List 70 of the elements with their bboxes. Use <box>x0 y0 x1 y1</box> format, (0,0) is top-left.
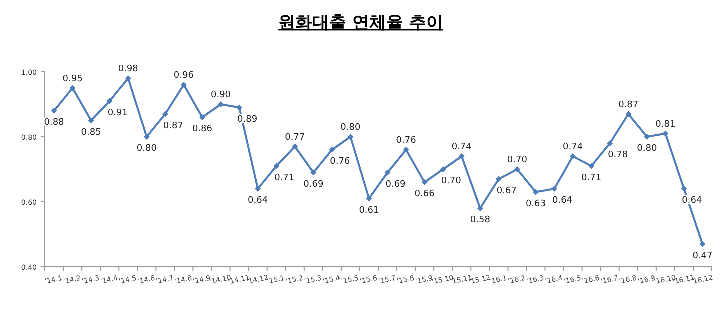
data-label: 0.71 <box>582 173 602 184</box>
data-label: 0.64 <box>552 196 573 206</box>
point <box>477 206 484 212</box>
point <box>366 196 372 202</box>
point <box>496 176 502 182</box>
point <box>403 147 410 153</box>
data-label: 0.80 <box>637 144 658 154</box>
point <box>384 170 391 176</box>
point <box>644 134 650 140</box>
point <box>88 118 94 124</box>
point <box>588 163 595 170</box>
data-label: 0.76 <box>396 136 417 146</box>
point <box>422 180 428 186</box>
data-label: 0.86 <box>192 124 213 134</box>
data-label: 0.67 <box>496 186 517 196</box>
point <box>532 189 539 196</box>
data-label: 0.78 <box>608 150 628 160</box>
point <box>348 134 354 140</box>
point <box>51 108 58 114</box>
point <box>458 154 465 160</box>
point <box>292 144 298 150</box>
point <box>514 166 520 172</box>
data-label: 0.70 <box>441 176 462 186</box>
point <box>626 111 632 118</box>
data-label: 0.87 <box>163 121 184 132</box>
point <box>607 140 614 146</box>
data-label: 0.91 <box>108 108 128 118</box>
point <box>144 134 150 140</box>
point <box>440 166 446 172</box>
point <box>552 186 558 192</box>
point <box>700 241 706 248</box>
data-label: 0.81 <box>656 120 676 130</box>
chart-title: 원화대출 연체율 추이 <box>278 13 444 33</box>
point <box>236 104 243 111</box>
point <box>310 170 317 176</box>
data-label: 0.85 <box>81 128 102 138</box>
data-label: 0.71 <box>274 173 295 184</box>
point <box>681 186 688 192</box>
data-label: 0.76 <box>330 157 350 167</box>
point <box>255 186 262 192</box>
data-label: 0.74 <box>452 142 472 152</box>
point <box>70 85 76 92</box>
data-label: 0.98 <box>118 64 139 74</box>
data-label: 0.87 <box>618 100 639 110</box>
data-label: 0.69 <box>386 180 406 190</box>
point <box>662 130 669 137</box>
point <box>199 114 206 120</box>
data-label: 0.58 <box>470 216 491 226</box>
data-label: 0.95 <box>62 74 83 84</box>
data-label: 0.63 <box>526 199 546 210</box>
data-label: 0.74 <box>563 142 584 152</box>
point <box>162 111 168 118</box>
data-label: 0.66 <box>414 190 436 200</box>
data-label: 0.69 <box>304 180 324 190</box>
data-label: 0.70 <box>507 156 528 166</box>
point <box>274 163 280 170</box>
data-label: 0.47 <box>692 251 713 262</box>
point <box>329 147 336 153</box>
data-label: 0.64 <box>248 196 268 206</box>
point <box>106 98 113 104</box>
data-label: 0.61 <box>359 206 380 216</box>
data-label: 0.80 <box>136 144 158 154</box>
point <box>125 76 132 82</box>
data-label: 0.90 <box>210 90 232 100</box>
data-label: 0.80 <box>340 123 361 133</box>
data-label: 0.96 <box>174 71 194 81</box>
data-label: 0.77 <box>285 132 306 143</box>
point <box>570 154 576 160</box>
data-label: 0.88 <box>44 118 65 128</box>
point <box>180 82 187 88</box>
